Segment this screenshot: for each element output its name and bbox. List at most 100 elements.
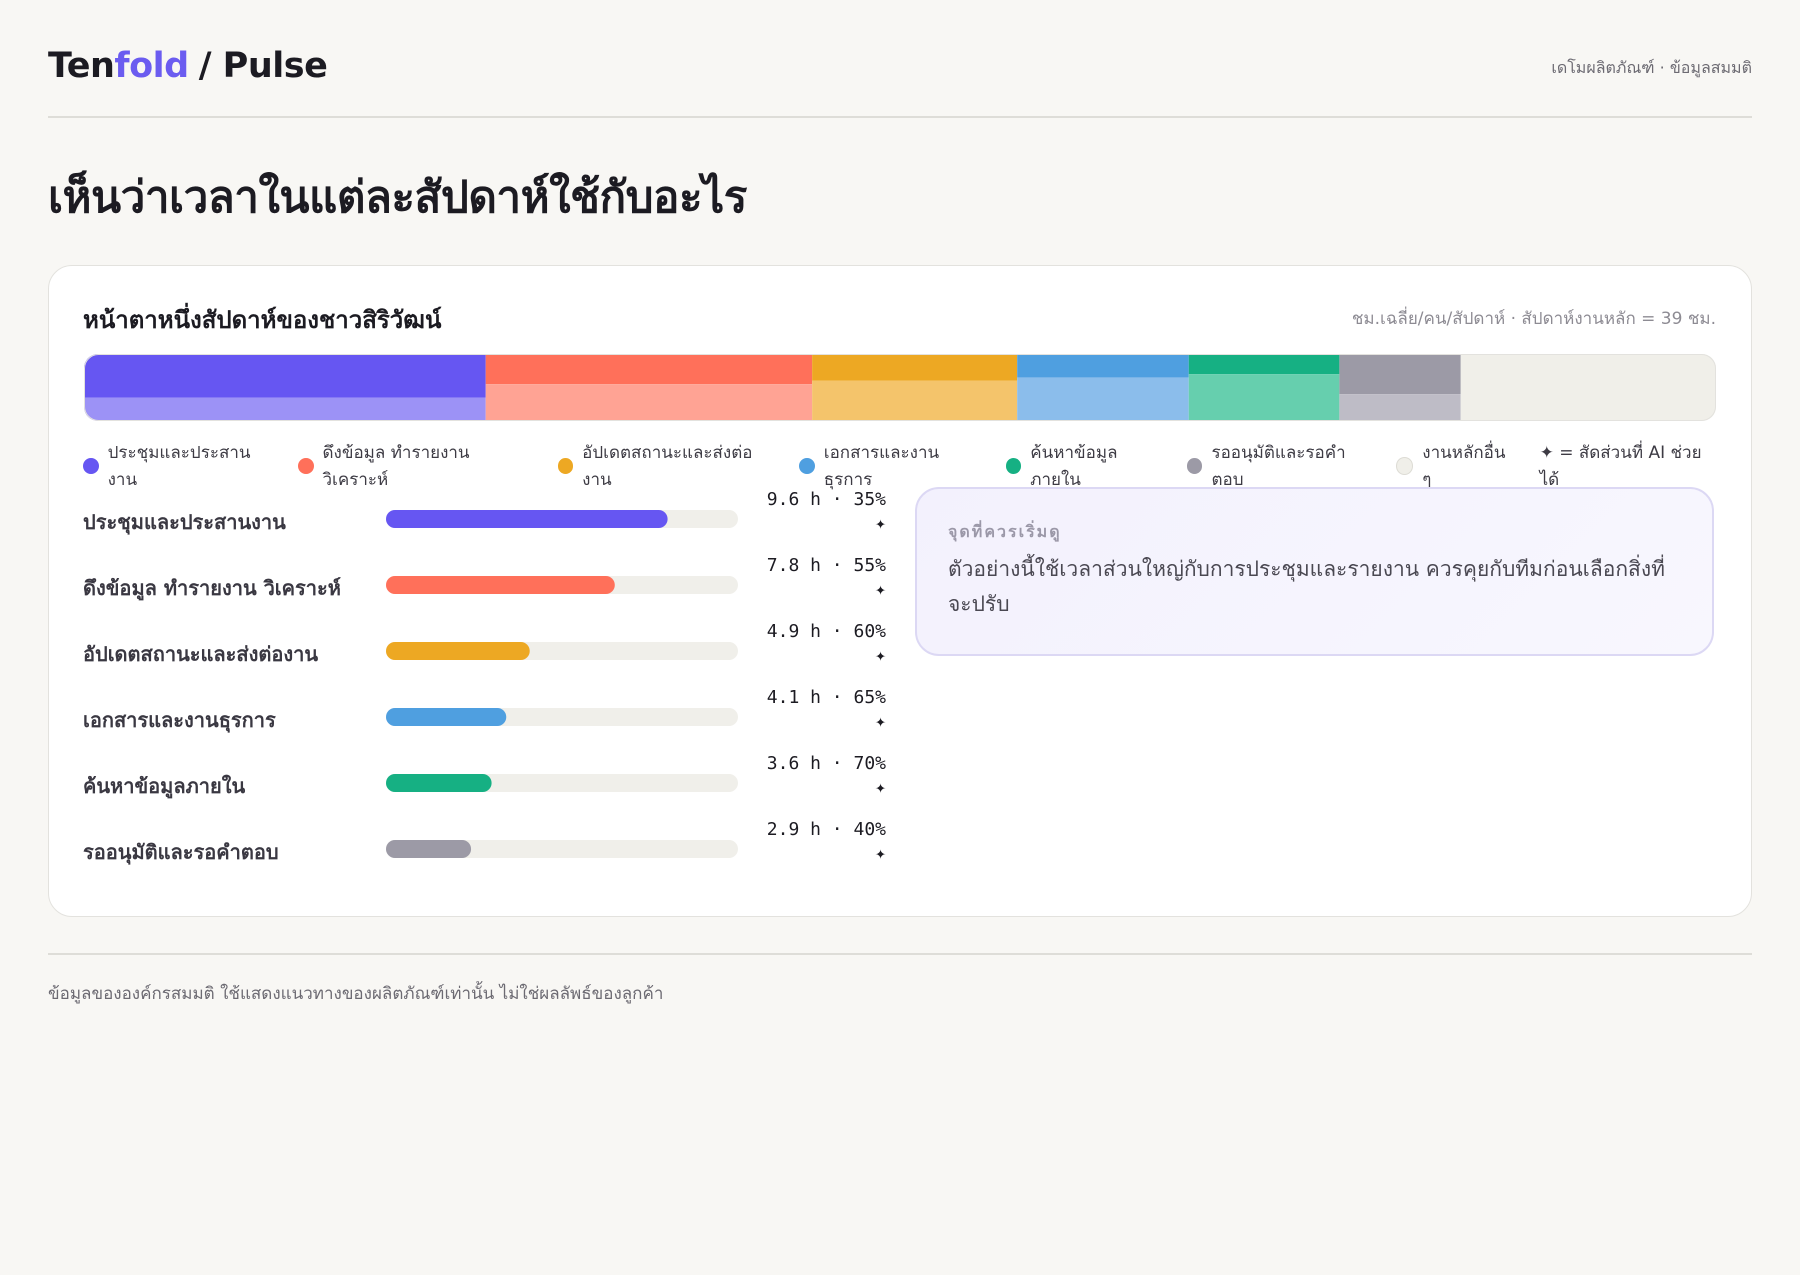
- row-label: ค้นหาข้อมูลภายใน: [83, 774, 246, 798]
- legend-label: งานหลักอื่น ๆ: [1422, 443, 1506, 490]
- bar: [386, 708, 507, 726]
- segment-ai-share: [485, 384, 813, 421]
- legend-item: รออนุมัติและรอคำตอบ: [1186, 439, 1374, 493]
- separator: ·: [831, 753, 843, 774]
- legend-item: ดึงข้อมูล ทำรายงาน วิเคราะห์: [297, 439, 536, 493]
- chart-title: หน้าตาหนึ่งสัปดาห์ของชาวสิริวัฒน์: [83, 306, 442, 334]
- segment-ai-share: [1188, 374, 1340, 421]
- chart-subtitle: ชม.เฉลี่ย/คน/สัปดาห์ · สัปดาห์งานหลัก = …: [1351, 309, 1716, 329]
- value-line: 9.6 h · 35%: [767, 488, 886, 512]
- stacked-bar-border: [84, 354, 1716, 421]
- legend-swatch: [1005, 458, 1022, 474]
- hours-label: 7.8 h: [766, 555, 821, 576]
- segment-ai-share: [84, 397, 486, 421]
- segment: [1017, 354, 1189, 378]
- value-label: 4.9 h · 60% ✦: [767, 620, 886, 668]
- segment-ai-share: [812, 380, 1018, 421]
- insight-box: [915, 487, 1714, 656]
- brand-start: Ten: [48, 46, 115, 86]
- separator: ·: [831, 555, 843, 576]
- legend-swatch: [557, 458, 574, 474]
- legend-item: เอกสารและงานธุรการ: [799, 439, 984, 493]
- insight-text: ตัวอย่างนี้ใช้เวลาส่วนใหญ่กับการประชุมแล…: [948, 557, 1665, 616]
- value-line: 4.9 h · 60%: [767, 620, 886, 644]
- legend-item: ประชุมและประสานงาน: [83, 439, 276, 493]
- value-line: 3.6 h · 70%: [767, 752, 886, 776]
- segment: [1188, 354, 1340, 375]
- divider: [48, 953, 1752, 955]
- hours-label: 4.1 h: [766, 687, 821, 708]
- ai-marker: ✦: [875, 513, 886, 534]
- bar: [386, 840, 472, 858]
- legend-label: ประชุมและประสานงาน: [107, 443, 251, 490]
- header-note: เดโมผลิตภัณฑ์ · ข้อมูลสมมติ: [1551, 58, 1752, 77]
- legend-swatch: [1395, 457, 1414, 475]
- row-label: อัปเดตสถานะและส่งต่องาน: [83, 642, 319, 666]
- footer: ข้อมูลขององค์กรสมมติ ใช้แสดงแนวทางของผลิ…: [48, 984, 664, 1004]
- value-label: 4.1 h · 65% ✦: [767, 686, 886, 734]
- segment: [1460, 354, 1716, 421]
- product-name: / Pulse: [198, 46, 328, 86]
- ai-share-label: 60%: [853, 621, 886, 642]
- bar: [386, 642, 530, 660]
- legend-swatch: [297, 458, 314, 474]
- segment: [485, 354, 813, 385]
- legend-item: งานหลักอื่น ๆ: [1395, 439, 1518, 493]
- legend-swatch: [799, 458, 815, 474]
- row-label: รออนุมัติและรอคำตอบ: [83, 840, 279, 864]
- legend-label: ดึงข้อมูล ทำรายงาน วิเคราะห์: [322, 443, 470, 490]
- segment-ai-share: [1339, 394, 1461, 421]
- hours-label: 2.9 h: [766, 819, 821, 840]
- value-label: 2.9 h · 40% ✦: [767, 818, 886, 866]
- bar: [386, 576, 615, 594]
- row-label: ดึงข้อมูล ทำรายงาน วิเคราะห์: [83, 576, 341, 600]
- hours-label: 4.9 h: [766, 621, 821, 642]
- row-label: ประชุมและประสานงาน: [83, 510, 286, 534]
- ai-marker: ✦: [875, 645, 886, 666]
- ai-marker: ✦: [875, 777, 886, 798]
- hours-label: 9.6 h: [766, 489, 821, 510]
- legend-label: เอกสารและงานธุรการ: [823, 443, 940, 490]
- segment: [812, 354, 1018, 381]
- separator: ·: [831, 621, 843, 642]
- ai-share-label: 40%: [853, 819, 886, 840]
- bar: [386, 774, 492, 792]
- legend-swatch: [83, 458, 99, 474]
- row-label: เอกสารและงานธุรการ: [83, 708, 276, 732]
- value-label: 3.6 h · 70% ✦: [767, 752, 886, 800]
- bar-track: [386, 840, 738, 858]
- value-line: 2.9 h · 40%: [767, 818, 886, 842]
- value-line: 7.8 h · 55%: [767, 554, 886, 578]
- ai-marker: ✦: [875, 711, 886, 732]
- separator: ·: [831, 819, 843, 840]
- brand: Tenfold / Pulse: [48, 46, 328, 86]
- value-line: 4.1 h · 65%: [767, 686, 886, 710]
- hours-label: 3.6 h: [766, 753, 821, 774]
- legend-item: ค้นหาข้อมูลภายใน: [1005, 439, 1165, 493]
- ai-share-label: 35%: [853, 489, 886, 510]
- ai-share-label: 55%: [853, 555, 886, 576]
- legend: ประชุมและประสานงาน ดึงข้อมูล ทำรายงาน วิเ…: [83, 439, 1717, 493]
- legend-item: อัปเดตสถานะและส่งต่องาน: [557, 439, 778, 493]
- legend-swatch: [1186, 458, 1203, 474]
- segment: [1339, 354, 1461, 395]
- value-label: 9.6 h · 35% ✦: [767, 488, 886, 536]
- segment-ai-share: [1017, 377, 1189, 421]
- page-title: เห็นว่าเวลาในแต่ละสัปดาห์ใช้กับอะไร: [48, 172, 747, 223]
- ai-marker: ✦: [875, 843, 886, 864]
- divider: [48, 116, 1752, 118]
- segment: [84, 354, 486, 398]
- stacked-bar: [84, 354, 1716, 421]
- separator: ·: [831, 489, 843, 510]
- value-label: 7.8 h · 55% ✦: [767, 554, 886, 602]
- insight-label: จุดที่ควรเริ่มดู: [948, 522, 1062, 541]
- ai-marker: ✦: [875, 579, 886, 600]
- ai-share-label: 65%: [853, 687, 886, 708]
- legend-label: อัปเดตสถานะและส่งต่องาน: [582, 443, 753, 490]
- separator: ·: [831, 687, 843, 708]
- legend-note: ✦ = สัดส่วนที่ AI ช่วยได้: [1539, 443, 1702, 490]
- brand-accent: fold: [114, 46, 189, 86]
- bar: [386, 510, 668, 528]
